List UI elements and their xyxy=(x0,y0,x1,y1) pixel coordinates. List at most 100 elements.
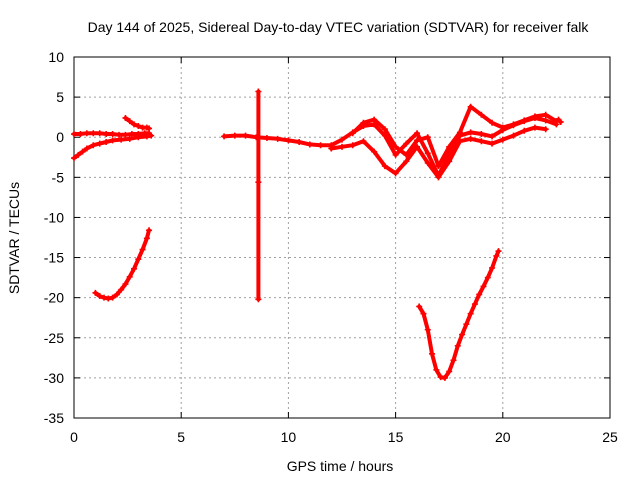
data-point xyxy=(414,143,421,150)
data-point xyxy=(255,179,262,186)
data-point xyxy=(416,303,423,310)
data-point xyxy=(467,103,474,110)
data-point xyxy=(456,129,463,136)
data-point xyxy=(463,321,470,328)
data-point xyxy=(478,138,485,145)
data-point xyxy=(489,119,496,126)
data-point xyxy=(92,289,99,296)
data-point xyxy=(360,138,367,145)
data-point xyxy=(96,130,103,137)
data-point xyxy=(109,294,116,301)
data-point xyxy=(83,130,90,137)
y-tick-label: -35 xyxy=(44,410,64,426)
data-point xyxy=(424,159,431,166)
data-point xyxy=(90,142,97,149)
tick-layer: 0 5 10 15 20 25 -35 -30 -25 -20 -15 -10 -5 0 5 10 xyxy=(44,49,618,445)
y-tick-label: 5 xyxy=(56,89,64,105)
x-tick-label: 10 xyxy=(281,429,297,445)
data-point xyxy=(371,148,378,155)
data-point xyxy=(459,331,466,338)
data-point xyxy=(456,138,463,145)
data-point xyxy=(542,117,549,124)
y-tick-label: -25 xyxy=(44,330,64,346)
data-point xyxy=(255,296,262,303)
data-point xyxy=(557,118,564,125)
data-point xyxy=(531,124,538,131)
data-point xyxy=(306,141,313,148)
data-point xyxy=(105,295,112,302)
data-point xyxy=(146,227,153,234)
series-arc-mid-lower xyxy=(328,124,549,181)
x-tick-label: 20 xyxy=(495,429,511,445)
data-point xyxy=(478,111,485,118)
data-point xyxy=(128,131,135,138)
data-point xyxy=(467,135,474,142)
data-point xyxy=(499,124,506,131)
data-point xyxy=(143,235,150,242)
data-point xyxy=(135,134,142,141)
data-point xyxy=(148,132,155,139)
series-trace xyxy=(417,249,501,380)
data-point xyxy=(103,131,110,138)
y-axis-label: SDTVAR / TECUs xyxy=(6,182,22,294)
data-point xyxy=(231,132,238,139)
data-point xyxy=(489,133,496,140)
data-point xyxy=(467,129,474,136)
series-arc-early-bump xyxy=(122,114,153,132)
x-tick-label: 15 xyxy=(388,429,404,445)
data-point xyxy=(542,126,549,133)
series-arc-mid-upper xyxy=(349,103,560,170)
data-point xyxy=(83,145,90,152)
data-point xyxy=(446,368,453,375)
data-point xyxy=(96,140,103,147)
data-point xyxy=(424,150,431,157)
x-axis-label: GPS time / hours xyxy=(287,458,394,474)
y-tick-label: -15 xyxy=(44,250,64,266)
data-point xyxy=(109,131,116,138)
series-arc-early-upper xyxy=(71,130,153,138)
data-point xyxy=(510,121,517,128)
data-point xyxy=(499,136,506,143)
data-point xyxy=(521,117,528,124)
data-point xyxy=(118,286,125,293)
data-point xyxy=(360,119,367,126)
x-tick-label: 5 xyxy=(177,429,185,445)
data-point xyxy=(441,374,448,381)
data-point xyxy=(484,274,491,281)
data-point xyxy=(122,281,129,288)
data-point xyxy=(103,139,110,146)
data-point xyxy=(437,374,444,381)
data-point xyxy=(339,143,345,150)
data-point xyxy=(122,131,129,138)
y-tick-label: -10 xyxy=(44,209,64,225)
series-arc-late-end xyxy=(555,116,564,125)
data-point xyxy=(317,142,324,149)
data-point xyxy=(135,256,142,263)
data-point xyxy=(542,111,549,118)
data-point xyxy=(143,133,150,140)
data-point xyxy=(77,131,84,138)
data-point xyxy=(126,135,133,142)
data-point xyxy=(109,137,116,144)
data-point xyxy=(435,174,442,181)
data-point xyxy=(429,350,436,357)
data-point xyxy=(414,137,421,144)
chart-title: Day 144 of 2025, Sidereal Day-to-day VTE… xyxy=(88,19,590,35)
data-point xyxy=(435,163,442,170)
data-point xyxy=(113,291,120,298)
data-point xyxy=(495,248,502,255)
data-point xyxy=(116,131,123,138)
plot-frame xyxy=(73,56,611,419)
series-arc-deep-right xyxy=(416,248,502,381)
data-point xyxy=(403,140,410,147)
y-tick-label: -5 xyxy=(52,169,65,185)
data-point xyxy=(122,114,129,121)
data-point xyxy=(349,142,356,149)
data-point xyxy=(75,151,82,158)
data-point xyxy=(424,326,431,333)
data-point xyxy=(71,155,77,162)
data-point xyxy=(131,265,138,272)
data-point xyxy=(392,143,399,150)
data-point xyxy=(446,143,453,150)
